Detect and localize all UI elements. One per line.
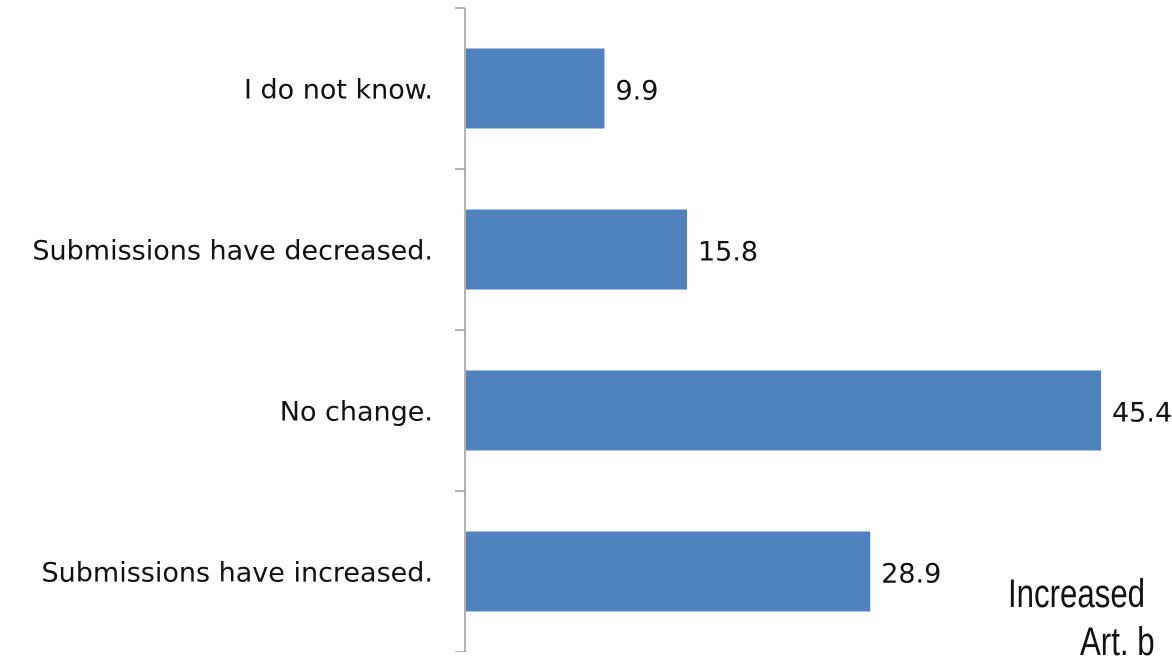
value-label-4: 28.9	[881, 559, 941, 590]
bar-1	[466, 48, 605, 129]
value-label-1: 9.9	[615, 76, 658, 107]
category-label-1: I do not know.	[244, 75, 433, 106]
category-label-4: Submissions have increased.	[42, 558, 433, 589]
value-label-3: 45.4	[1112, 398, 1172, 429]
cut-off-text-line-1: Increased	[1008, 572, 1146, 616]
category-label-3: No change.	[280, 397, 433, 428]
bar-2	[466, 209, 687, 290]
bar-4	[466, 531, 871, 612]
category-axis	[455, 7, 466, 652]
category-labels: I do not know. Submissions have decreased…	[32, 75, 433, 589]
cut-off-text-line-2: Art. b	[1080, 620, 1155, 664]
value-label-2: 15.8	[698, 237, 758, 268]
category-label-2: Submissions have decreased.	[32, 236, 433, 267]
bars-group	[466, 48, 1101, 612]
value-labels: 9.9 15.8 45.4 28.9	[615, 76, 1172, 590]
bar-3	[466, 370, 1101, 451]
